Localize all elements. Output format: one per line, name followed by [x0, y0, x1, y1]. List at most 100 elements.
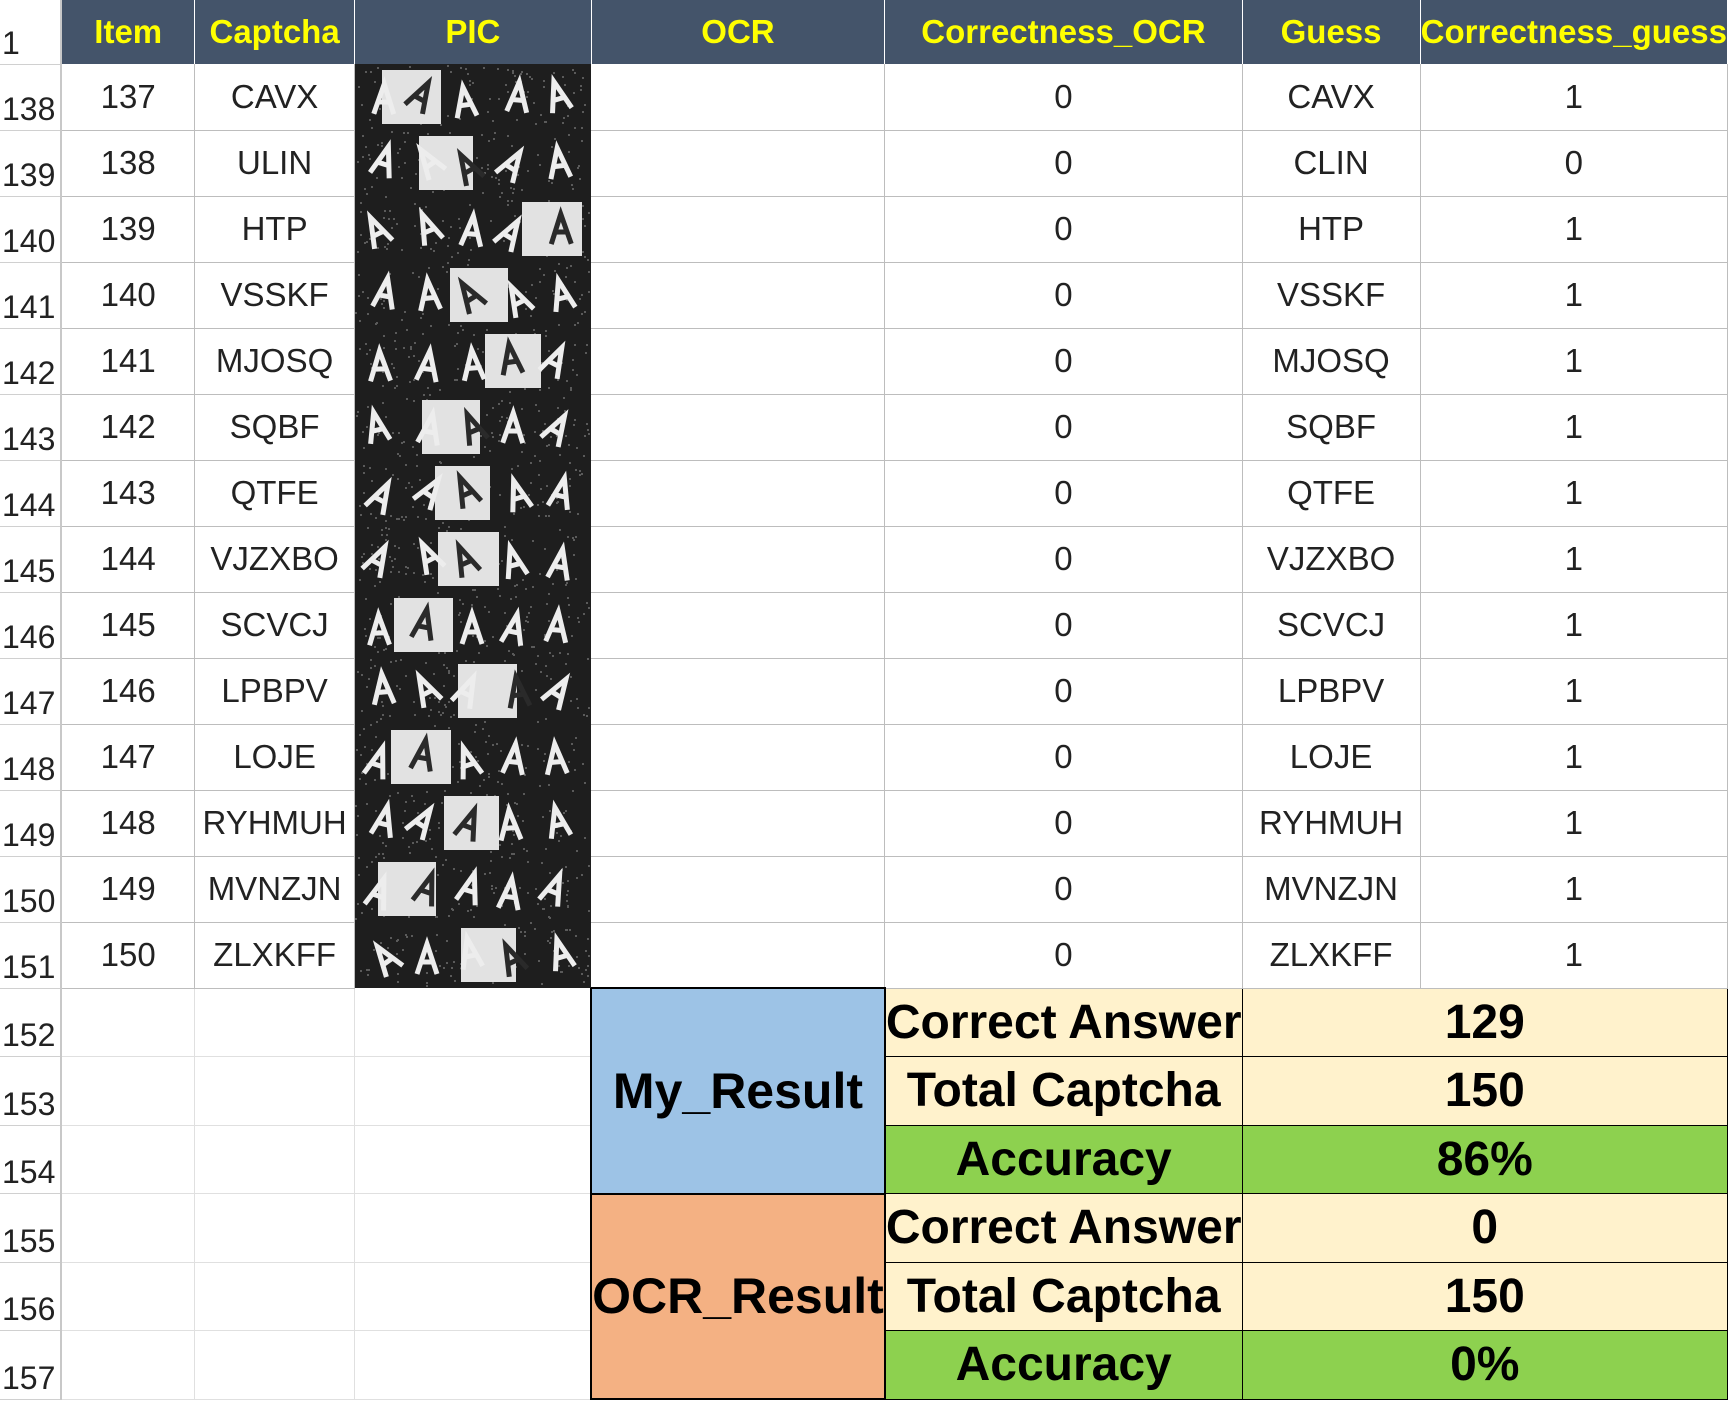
- cell-pic[interactable]: [355, 262, 592, 328]
- cell-guess[interactable]: HTP: [1242, 196, 1420, 262]
- cell-correctness-ocr[interactable]: 0: [885, 658, 1242, 724]
- my-result-accuracy-label[interactable]: Accuracy: [885, 1125, 1242, 1194]
- cell-captcha[interactable]: LOJE: [195, 724, 355, 790]
- cell-item[interactable]: 140: [61, 262, 194, 328]
- cell-ocr[interactable]: [591, 394, 885, 460]
- empty-cell[interactable]: [195, 1125, 355, 1194]
- cell-guess[interactable]: ZLXKFF: [1242, 922, 1420, 988]
- cell-guess[interactable]: LPBPV: [1242, 658, 1420, 724]
- row-number[interactable]: 139: [0, 130, 61, 196]
- cell-correctness-ocr[interactable]: 0: [885, 724, 1242, 790]
- cell-item[interactable]: 150: [61, 922, 194, 988]
- cell-correctness-ocr[interactable]: 0: [885, 196, 1242, 262]
- cell-item[interactable]: 139: [61, 196, 194, 262]
- empty-cell[interactable]: [195, 1194, 355, 1263]
- cell-correctness-guess[interactable]: 1: [1420, 592, 1727, 658]
- cell-captcha[interactable]: VSSKF: [195, 262, 355, 328]
- empty-cell[interactable]: [355, 1194, 592, 1263]
- cell-guess[interactable]: SQBF: [1242, 394, 1420, 460]
- empty-cell[interactable]: [61, 1262, 194, 1331]
- cell-captcha[interactable]: SQBF: [195, 394, 355, 460]
- cell-ocr[interactable]: [591, 856, 885, 922]
- cell-guess[interactable]: SCVCJ: [1242, 592, 1420, 658]
- empty-cell[interactable]: [61, 988, 194, 1057]
- cell-pic[interactable]: [355, 658, 592, 724]
- cell-correctness-ocr[interactable]: 0: [885, 922, 1242, 988]
- cell-item[interactable]: 144: [61, 526, 194, 592]
- cell-item[interactable]: 145: [61, 592, 194, 658]
- column-header-pic[interactable]: PIC: [355, 0, 592, 64]
- empty-cell[interactable]: [195, 988, 355, 1057]
- cell-guess[interactable]: VJZXBO: [1242, 526, 1420, 592]
- my-result-correct-answer-label[interactable]: Correct Answer: [885, 988, 1242, 1057]
- row-number[interactable]: 150: [0, 856, 61, 922]
- cell-pic[interactable]: [355, 328, 592, 394]
- row-number[interactable]: 156: [0, 1262, 61, 1331]
- empty-cell[interactable]: [355, 1125, 592, 1194]
- cell-correctness-ocr[interactable]: 0: [885, 526, 1242, 592]
- cell-ocr[interactable]: [591, 790, 885, 856]
- cell-guess[interactable]: MJOSQ: [1242, 328, 1420, 394]
- ocr-result-label[interactable]: OCR_Result: [591, 1194, 885, 1400]
- empty-cell[interactable]: [355, 1331, 592, 1400]
- cell-correctness-guess[interactable]: 1: [1420, 64, 1727, 130]
- empty-cell[interactable]: [355, 1057, 592, 1126]
- column-header-ocr[interactable]: OCR: [591, 0, 885, 64]
- cell-captcha[interactable]: MJOSQ: [195, 328, 355, 394]
- ocr-result-total-captcha-value[interactable]: 150: [1242, 1262, 1728, 1331]
- cell-pic[interactable]: [355, 856, 592, 922]
- cell-correctness-guess[interactable]: 1: [1420, 658, 1727, 724]
- cell-captcha[interactable]: ULIN: [195, 130, 355, 196]
- cell-pic[interactable]: [355, 394, 592, 460]
- my-result-correct-answer-value[interactable]: 129: [1242, 988, 1728, 1057]
- ocr-result-correct-answer-label[interactable]: Correct Answer: [885, 1194, 1242, 1263]
- cell-item[interactable]: 142: [61, 394, 194, 460]
- row-number[interactable]: 146: [0, 592, 61, 658]
- cell-guess[interactable]: RYHMUH: [1242, 790, 1420, 856]
- cell-item[interactable]: 146: [61, 658, 194, 724]
- column-header-item[interactable]: Item: [61, 0, 194, 64]
- empty-cell[interactable]: [195, 1262, 355, 1331]
- row-number[interactable]: 140: [0, 196, 61, 262]
- cell-ocr[interactable]: [591, 460, 885, 526]
- row-number[interactable]: 147: [0, 658, 61, 724]
- empty-cell[interactable]: [355, 1262, 592, 1331]
- cell-pic[interactable]: [355, 64, 592, 130]
- row-number[interactable]: 151: [0, 922, 61, 988]
- cell-item[interactable]: 149: [61, 856, 194, 922]
- cell-correctness-guess[interactable]: 1: [1420, 196, 1727, 262]
- cell-correctness-guess[interactable]: 1: [1420, 328, 1727, 394]
- row-number[interactable]: 152: [0, 988, 61, 1057]
- my-result-label[interactable]: My_Result: [591, 988, 885, 1194]
- cell-item[interactable]: 147: [61, 724, 194, 790]
- cell-pic[interactable]: [355, 460, 592, 526]
- empty-cell[interactable]: [61, 1125, 194, 1194]
- cell-ocr[interactable]: [591, 922, 885, 988]
- cell-pic[interactable]: [355, 724, 592, 790]
- cell-pic[interactable]: [355, 790, 592, 856]
- ocr-result-correct-answer-value[interactable]: 0: [1242, 1194, 1728, 1263]
- cell-correctness-ocr[interactable]: 0: [885, 64, 1242, 130]
- cell-correctness-guess[interactable]: 1: [1420, 922, 1727, 988]
- my-result-total-captcha-value[interactable]: 150: [1242, 1057, 1728, 1126]
- cell-correctness-ocr[interactable]: 0: [885, 460, 1242, 526]
- cell-pic[interactable]: [355, 526, 592, 592]
- cell-item[interactable]: 148: [61, 790, 194, 856]
- row-number[interactable]: 155: [0, 1194, 61, 1263]
- cell-item[interactable]: 138: [61, 130, 194, 196]
- cell-captcha[interactable]: HTP: [195, 196, 355, 262]
- row-number[interactable]: 1: [0, 0, 61, 64]
- ocr-result-accuracy-label[interactable]: Accuracy: [885, 1331, 1242, 1400]
- cell-correctness-ocr[interactable]: 0: [885, 592, 1242, 658]
- cell-ocr[interactable]: [591, 328, 885, 394]
- cell-captcha[interactable]: SCVCJ: [195, 592, 355, 658]
- cell-item[interactable]: 141: [61, 328, 194, 394]
- cell-correctness-guess[interactable]: 1: [1420, 856, 1727, 922]
- empty-cell[interactable]: [195, 1331, 355, 1400]
- cell-ocr[interactable]: [591, 724, 885, 790]
- row-number[interactable]: 148: [0, 724, 61, 790]
- cell-correctness-ocr[interactable]: 0: [885, 262, 1242, 328]
- cell-ocr[interactable]: [591, 130, 885, 196]
- cell-pic[interactable]: [355, 922, 592, 988]
- empty-cell[interactable]: [355, 988, 592, 1057]
